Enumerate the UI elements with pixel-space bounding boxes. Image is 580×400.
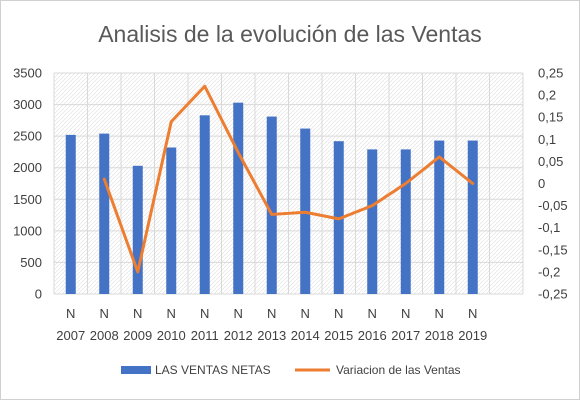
x-tick-label: N 2016: [358, 306, 387, 343]
bar-n-2018: [434, 140, 445, 294]
x-tick-label: N 2007: [56, 306, 85, 343]
left-tick-label: 1500: [13, 192, 42, 207]
bar-n-2011: [199, 115, 210, 294]
grid-layer: [53, 72, 524, 295]
left-tick-label: 3000: [13, 97, 42, 112]
right-axis: -0,25 -0,2 -0,15 -0,1 -0,05 0 0,05 0,1 0,15 0,2 0,…: [538, 66, 568, 302]
left-tick-label: 2000: [13, 160, 42, 175]
legend: LAS VENTAS NETAS Variacion de las Ventas: [121, 363, 461, 377]
series-line-variacion: [102, 84, 475, 274]
right-tick-label: -0,05: [538, 198, 568, 213]
legend-swatch-bar: [121, 366, 151, 374]
bar-n-2008: [99, 133, 110, 294]
bar-n-2016: [367, 149, 378, 294]
right-tick-label: -0,25: [538, 287, 568, 302]
legend-label-line: Variacion de las Ventas: [336, 363, 461, 377]
bar-n-2013: [266, 116, 277, 294]
left-axis: 0 500 1000 1500 2000 2500 3000 3500: [13, 66, 42, 302]
bar-n-2019: [467, 140, 478, 294]
right-tick-label: 0,25: [538, 66, 563, 81]
left-tick-label: 1000: [13, 223, 42, 238]
left-tick-label: 500: [20, 255, 42, 270]
right-tick-label: 0,1: [538, 132, 556, 147]
legend-label-bar: LAS VENTAS NETAS: [155, 363, 271, 377]
right-tick-label: -0,1: [538, 220, 560, 235]
left-tick-label: 3500: [13, 66, 42, 81]
right-tick-label: -0,15: [538, 242, 568, 257]
x-tick-label: N 2009: [123, 306, 152, 343]
x-tick-label: N 2012: [224, 306, 253, 343]
x-tick-label: N 2017: [391, 306, 420, 343]
right-tick-label: 0,05: [538, 154, 563, 169]
bar-n-2017: [400, 149, 411, 294]
right-tick-label: -0,2: [538, 264, 560, 279]
bar-n-2010: [166, 147, 177, 294]
x-tick-label: N 2015: [324, 306, 353, 343]
x-tick-label: N 2019: [458, 306, 487, 343]
x-tick-label: N 2014: [291, 306, 320, 343]
left-tick-label: 0: [35, 287, 42, 302]
x-tick-label: N 2018: [425, 306, 454, 343]
x-tick-label: N 2011: [191, 306, 219, 343]
chart-title: Analisis de la evolución de las Ventas: [98, 21, 482, 47]
x-tick-label: N 2010: [157, 306, 186, 343]
left-tick-label: 2500: [13, 129, 42, 144]
right-tick-label: 0,15: [538, 110, 563, 125]
bar-n-2009: [132, 165, 143, 294]
bar-n-2012: [233, 102, 244, 294]
x-tick-label: N 2013: [257, 306, 286, 343]
right-tick-label: 0,2: [538, 88, 556, 103]
x-tick-label: N 2008: [90, 306, 119, 343]
right-tick-label: 0: [538, 176, 545, 191]
line-layer: [102, 84, 475, 274]
bar-n-2007: [65, 134, 76, 294]
